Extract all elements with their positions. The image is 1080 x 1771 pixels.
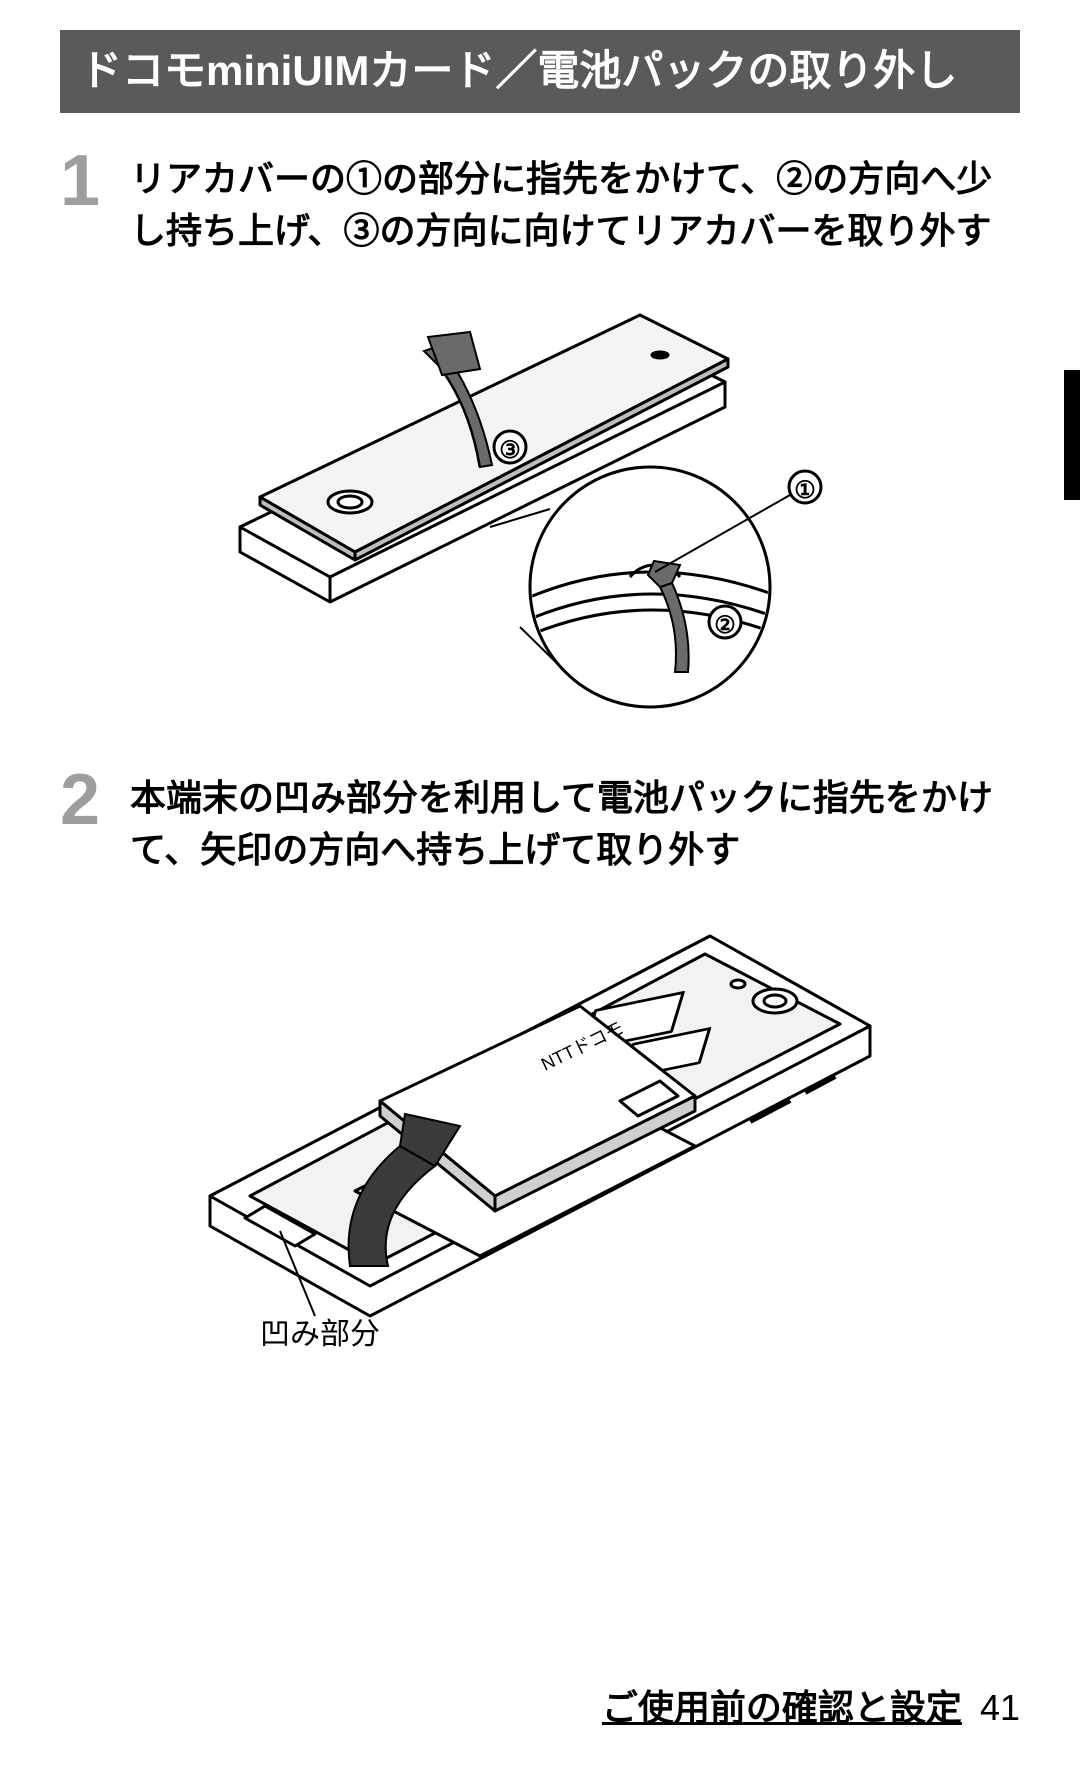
step-text: リアカバーの①の部分に指先をかけて、②の方向へ少し持ち上げ、③の方向に向けてリア… (130, 153, 1020, 257)
illustration-1: ③ ② ① (60, 277, 1020, 722)
step-number: 1 (60, 145, 130, 217)
callout-1: ① (794, 477, 816, 504)
step-text: 本端末の凹み部分を利用して電池パックに指先をかけて、矢印の方向へ持ち上げて取り外… (130, 772, 1020, 876)
section-title: ドコモminiUIMカード／電池パックの取り外し (60, 30, 1020, 113)
step-1: 1 リアカバーの①の部分に指先をかけて、②の方向へ少し持ち上げ、③の方向に向けて… (60, 153, 1020, 257)
footer-section: ご使用前の確認と設定 (602, 1687, 962, 1728)
footer-page-number: 41 (980, 1687, 1020, 1728)
callout-2: ② (714, 612, 736, 639)
step-2: 2 本端末の凹み部分を利用して電池パックに指先をかけて、矢印の方向へ持ち上げて取… (60, 772, 1020, 876)
page-footer: ご使用前の確認と設定 41 (602, 1679, 1020, 1731)
recess-label: 凹み部分 (260, 1318, 380, 1351)
step-number: 2 (60, 764, 130, 836)
callout-3: ③ (499, 437, 521, 464)
page-edge-tab (1064, 370, 1080, 500)
illustration-2: NTTドコモ 凹み部分 (60, 896, 1020, 1381)
